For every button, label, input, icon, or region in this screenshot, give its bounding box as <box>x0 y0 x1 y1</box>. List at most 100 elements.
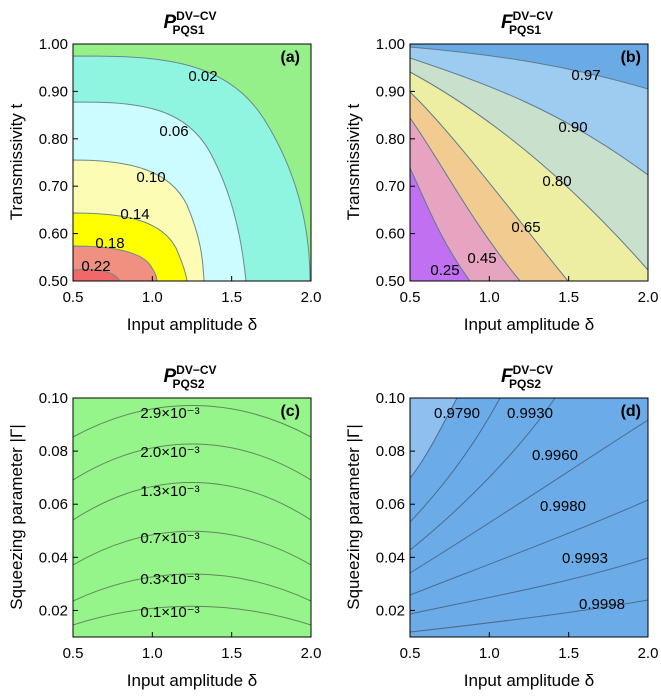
contour-label: 0.7×10⁻³ <box>140 530 199 547</box>
y-tick-label: 0.70 <box>376 178 405 195</box>
x-tick-label: 0.5 <box>400 645 421 662</box>
panel-b: FDV−CV PQS1 0.97 0.90 0.80 0.65 0.45 0.25… <box>344 9 658 334</box>
contour-label: 0.10 <box>136 169 165 186</box>
contour-line-1.3e-3 <box>73 482 311 521</box>
contour-line-0.9874 <box>410 398 501 523</box>
panel-d-x-ticks: 0.5 1.0 1.5 2.0 <box>400 632 659 662</box>
contour-label: 0.3×10⁻³ <box>140 571 199 588</box>
panel-c-x-axis-label: Input amplitude δ <box>127 671 257 690</box>
contour-label: 1.3×10⁻³ <box>140 483 199 500</box>
contour-label: 0.65 <box>511 219 540 236</box>
panel-c-y-axis-label: Squeezing parameter |Γ| <box>7 424 26 609</box>
panel-c-x-ticks: 0.5 1.0 1.5 2.0 <box>63 632 322 662</box>
x-tick-label: 0.5 <box>400 289 421 306</box>
panel-b-x-ticks: 0.5 1.0 1.5 2.0 <box>400 276 659 306</box>
y-tick-label: 0.70 <box>39 178 68 195</box>
panel-d: FDV−CV PQS2 0.9790 0.9930 0.9960 0.9980 0… <box>344 363 658 690</box>
panel-d-background <box>410 398 648 637</box>
x-tick-label: 1.5 <box>221 289 242 306</box>
contour-band-0.9790 <box>410 398 458 479</box>
y-tick-label: 0.02 <box>376 602 405 619</box>
y-tick-label: 0.50 <box>376 273 405 290</box>
x-tick-label: 2.0 <box>638 645 659 662</box>
contour-label: 0.9930 <box>507 405 553 422</box>
panel-b-frame <box>409 43 649 282</box>
y-tick-label: 0.08 <box>376 443 405 460</box>
contour-label: 0.90 <box>558 119 587 136</box>
contour-line-0.7e-3 <box>73 530 311 566</box>
panel-c-background <box>73 398 311 637</box>
y-tick-label: 0.60 <box>39 226 68 243</box>
contour-label: 0.9960 <box>532 447 578 464</box>
panel-b-x-axis-label: Input amplitude δ <box>464 315 594 334</box>
x-tick-label: 2.0 <box>301 289 322 306</box>
panel-a-y-axis-label: Transmissivity t <box>7 103 26 220</box>
contour-band-0.22 <box>73 269 121 281</box>
panel-c: PDV−CV PQS2 2.9×10⁻³ 2.0×10⁻³ 1.3×10⁻³ 0.… <box>7 363 321 690</box>
contour-label: 0.97 <box>571 67 600 84</box>
y-tick-label: 0.06 <box>376 496 405 513</box>
x-tick-label: 1.5 <box>558 289 579 306</box>
contour-label: 0.9998 <box>579 596 625 613</box>
x-tick-label: 1.0 <box>479 645 500 662</box>
x-tick-label: 1.5 <box>558 645 579 662</box>
contour-label: 0.1×10⁻³ <box>140 604 199 621</box>
panel-c-y-ticks: 0.02 0.04 0.06 0.08 0.10 <box>39 390 78 619</box>
panel-b-title: FDV−CV PQS1 <box>501 9 553 37</box>
contour-line-0.9998 <box>410 599 648 633</box>
x-tick-label: 1.0 <box>479 289 500 306</box>
x-tick-label: 2.0 <box>638 289 659 306</box>
y-tick-label: 0.10 <box>376 390 405 407</box>
panel-c-tag: (c) <box>280 403 300 420</box>
panel-d-title: FDV−CV PQS2 <box>501 363 553 391</box>
y-tick-label: 0.90 <box>376 83 405 100</box>
panel-d-x-axis-label: Input amplitude δ <box>464 671 594 690</box>
contour-label: 0.45 <box>467 250 496 267</box>
y-tick-label: 1.00 <box>39 36 68 53</box>
panel-a-contours <box>73 44 311 281</box>
panel-d-y-ticks: 0.02 0.04 0.06 0.08 0.10 <box>376 390 415 619</box>
panel-c-contours <box>73 398 311 637</box>
contour-line-0.3e-3 <box>73 573 311 602</box>
contour-label: 0.02 <box>188 68 217 85</box>
panel-a-tag: (a) <box>280 49 300 66</box>
panel-a-frame <box>72 43 312 282</box>
contour-line-0.1e-3 <box>73 605 311 626</box>
y-tick-label: 0.08 <box>39 443 68 460</box>
y-tick-label: 1.00 <box>376 36 405 53</box>
contour-line-0.9930 <box>410 398 556 551</box>
x-tick-label: 0.5 <box>63 289 84 306</box>
contour-label: 2.9×10⁻³ <box>140 405 199 422</box>
y-tick-label: 0.50 <box>39 273 68 290</box>
contour-label: 0.25 <box>430 262 459 279</box>
contour-label: 2.0×10⁻³ <box>140 444 199 461</box>
x-tick-label: 1.0 <box>142 289 163 306</box>
x-tick-label: 1.5 <box>221 645 242 662</box>
contour-line-2.0e-3 <box>73 443 311 481</box>
contour-band-0.25-inner <box>410 190 440 281</box>
y-tick-label: 0.06 <box>39 496 68 513</box>
y-tick-label: 0.10 <box>39 390 68 407</box>
contour-line-2.9e-3 <box>73 405 311 438</box>
y-tick-label: 0.60 <box>376 226 405 243</box>
panel-d-frame <box>409 397 649 638</box>
panel-b-tag: (b) <box>621 49 641 66</box>
y-tick-label: 0.80 <box>39 131 68 148</box>
panel-a-title: PDV−CV PQS1 <box>163 9 216 37</box>
contour-line-0.9980 <box>410 499 648 596</box>
panel-b-y-ticks: 0.50 0.60 0.70 0.80 0.90 1.00 <box>376 36 415 290</box>
panel-a: PDV−CV PQS1 0.02 0.06 0.10 0.14 0.18 0.22… <box>7 9 321 334</box>
panel-a-x-ticks: 0.5 1.0 1.5 2.0 <box>63 276 322 306</box>
x-tick-label: 2.0 <box>301 645 322 662</box>
y-tick-label: 0.02 <box>39 602 68 619</box>
panel-b-y-axis-label: Transmissivity t <box>344 103 363 220</box>
panel-b-contours <box>410 44 648 281</box>
contour-label: 0.06 <box>159 123 188 140</box>
panel-a-y-ticks: 0.50 0.60 0.70 0.80 0.90 1.00 <box>39 36 78 290</box>
y-tick-label: 0.90 <box>39 83 68 100</box>
contour-line-0.9960 <box>410 419 648 574</box>
contour-label: 0.9790 <box>434 405 480 422</box>
panel-d-tag: (d) <box>621 403 641 420</box>
y-tick-label: 0.04 <box>39 549 68 566</box>
